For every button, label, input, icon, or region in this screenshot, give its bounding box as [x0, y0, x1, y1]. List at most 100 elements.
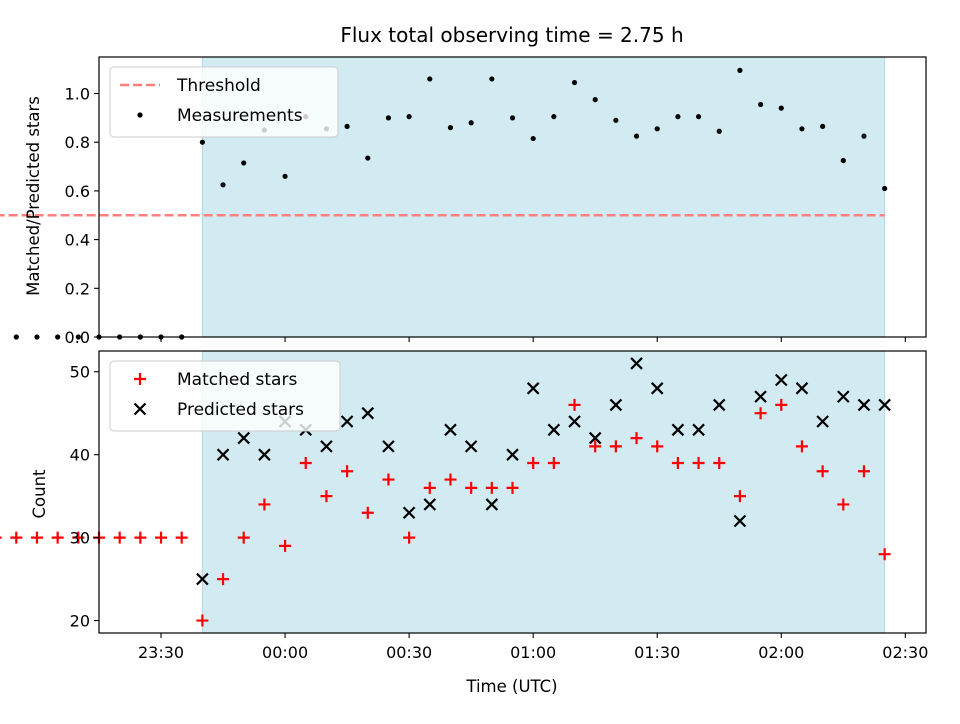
legend-swatch-predicted-stars	[133, 402, 147, 416]
matched-stars-point	[589, 440, 602, 453]
predicted-stars-point	[216, 448, 230, 461]
matched-stars-point	[444, 473, 457, 486]
predicted-stars-point	[754, 390, 767, 403]
matched-stars-point	[382, 473, 395, 486]
matched-stars-point	[671, 456, 684, 469]
predicted-stars-point	[712, 398, 726, 412]
legend-label-predicted-stars: Predicted stars	[177, 400, 304, 420]
matched-stars-point	[837, 498, 850, 511]
top-axes-frame	[98, 56, 927, 338]
predicted-stars-point	[774, 373, 788, 387]
top-y-tick-label: 0.6	[65, 182, 90, 201]
legend-swatch-measurements	[137, 112, 143, 118]
matched-stars-point	[258, 498, 271, 511]
legend-label-threshold: Threshold	[176, 76, 261, 96]
measurements-point	[34, 334, 40, 340]
predicted-stars-point	[692, 423, 705, 437]
bottom-x-tick-label: 02:30	[882, 643, 928, 662]
predicted-stars-point	[857, 398, 871, 412]
predicted-stars-point	[402, 506, 416, 520]
measurements-point	[509, 115, 516, 121]
matched-stars-point	[423, 481, 436, 494]
measurements-point	[385, 115, 392, 121]
bottom-x-tick-label: 01:00	[510, 643, 556, 662]
matched-stars-point	[568, 398, 581, 411]
bottom-y-tick-label: 50	[70, 363, 90, 382]
matched-stars-point	[878, 548, 891, 561]
predicted-stars-point	[630, 357, 643, 370]
bottom-y-axis-label: Count	[30, 469, 49, 519]
measurements-point	[365, 155, 371, 161]
measurements-point	[406, 114, 412, 120]
top-y-tick-label: 0.4	[65, 231, 90, 250]
predicted-stars-point	[423, 498, 437, 511]
top-y-tick-label: 0.0	[65, 328, 90, 347]
bottom-axes-frame	[98, 350, 927, 634]
measurements-point	[220, 182, 226, 188]
measurements-point	[633, 133, 640, 139]
matched-stars-point	[754, 407, 767, 420]
matched-stars-point	[196, 614, 209, 627]
bottom-x-tick-label: 01:30	[634, 643, 680, 662]
predicted-stars-point	[196, 572, 209, 586]
chart-title: Flux total observing time = 2.75 h	[340, 23, 683, 47]
predicted-stars-point	[795, 382, 809, 395]
measurements-point	[55, 334, 61, 340]
matched-stars-point	[795, 440, 808, 453]
matched-stars-point	[465, 481, 478, 494]
top-y-tick-label: 1.0	[65, 85, 90, 104]
matched-stars-point	[361, 506, 374, 519]
matched-stars-point	[547, 456, 560, 469]
measurements-point	[199, 139, 205, 145]
predicted-stars-point	[444, 423, 457, 437]
matched-stars-point	[299, 456, 312, 469]
predicted-stars-point	[588, 431, 602, 445]
measurements-point	[551, 114, 557, 120]
legend-label-matched-stars: Matched stars	[177, 370, 297, 390]
top-legend: Threshold Measurements	[109, 66, 339, 138]
matched-stars-point	[506, 481, 519, 494]
predicted-stars-point	[650, 382, 664, 395]
matched-stars-point	[527, 456, 540, 469]
bottom-panel: 20 30 40 50 23:30 00:00 00:30 01:00 01:30 02:00 02…	[0, 350, 928, 662]
predicted-stars-point	[320, 440, 333, 453]
measurements-point	[592, 97, 598, 103]
bottom-x-tick-label: 00:00	[262, 643, 308, 662]
matched-stars-point	[30, 531, 43, 544]
measurements-point	[571, 79, 578, 86]
measurements-point	[447, 125, 454, 131]
measurements-point	[241, 160, 247, 166]
matched-stars-point	[485, 481, 498, 494]
legend-swatch-matched-stars	[134, 373, 146, 385]
measurements-point	[675, 114, 681, 120]
bottom-y-tick-label: 20	[70, 612, 90, 631]
bottom-x-tick-label: 02:00	[758, 643, 804, 662]
top-panel: 0.0 0.2 0.4 0.6 0.8 1.0 Threshold Measurements	[0, 56, 927, 347]
bottom-legend-box	[109, 360, 341, 432]
matched-stars-point	[630, 432, 643, 445]
measurements-point	[799, 126, 805, 132]
measurements-point	[778, 105, 784, 111]
predicted-stars-point	[526, 382, 540, 395]
matched-stars-point	[733, 490, 746, 503]
matched-stars-point	[651, 440, 664, 453]
measurements-point	[75, 334, 81, 340]
matched-stars-point	[341, 465, 354, 478]
measurements-point	[654, 126, 660, 132]
matched-stars-point	[72, 531, 85, 544]
predicted-stars-point	[485, 498, 499, 511]
measurements-point	[695, 114, 702, 120]
matched-stars-point	[134, 531, 147, 544]
matched-stars-point	[320, 490, 333, 503]
measurements-point	[468, 120, 474, 126]
measurements-point	[882, 185, 888, 192]
matched-stars-point	[175, 531, 188, 544]
matched-stars-point	[775, 398, 788, 411]
matched-stars-point	[155, 531, 168, 544]
bottom-y-tick-label: 30	[70, 529, 90, 548]
matched-stars-point	[816, 465, 829, 478]
predicted-stars-point	[382, 440, 395, 453]
top-y-tick-label: 0.2	[65, 279, 90, 298]
bottom-legend: Matched stars Predicted stars	[109, 360, 341, 432]
